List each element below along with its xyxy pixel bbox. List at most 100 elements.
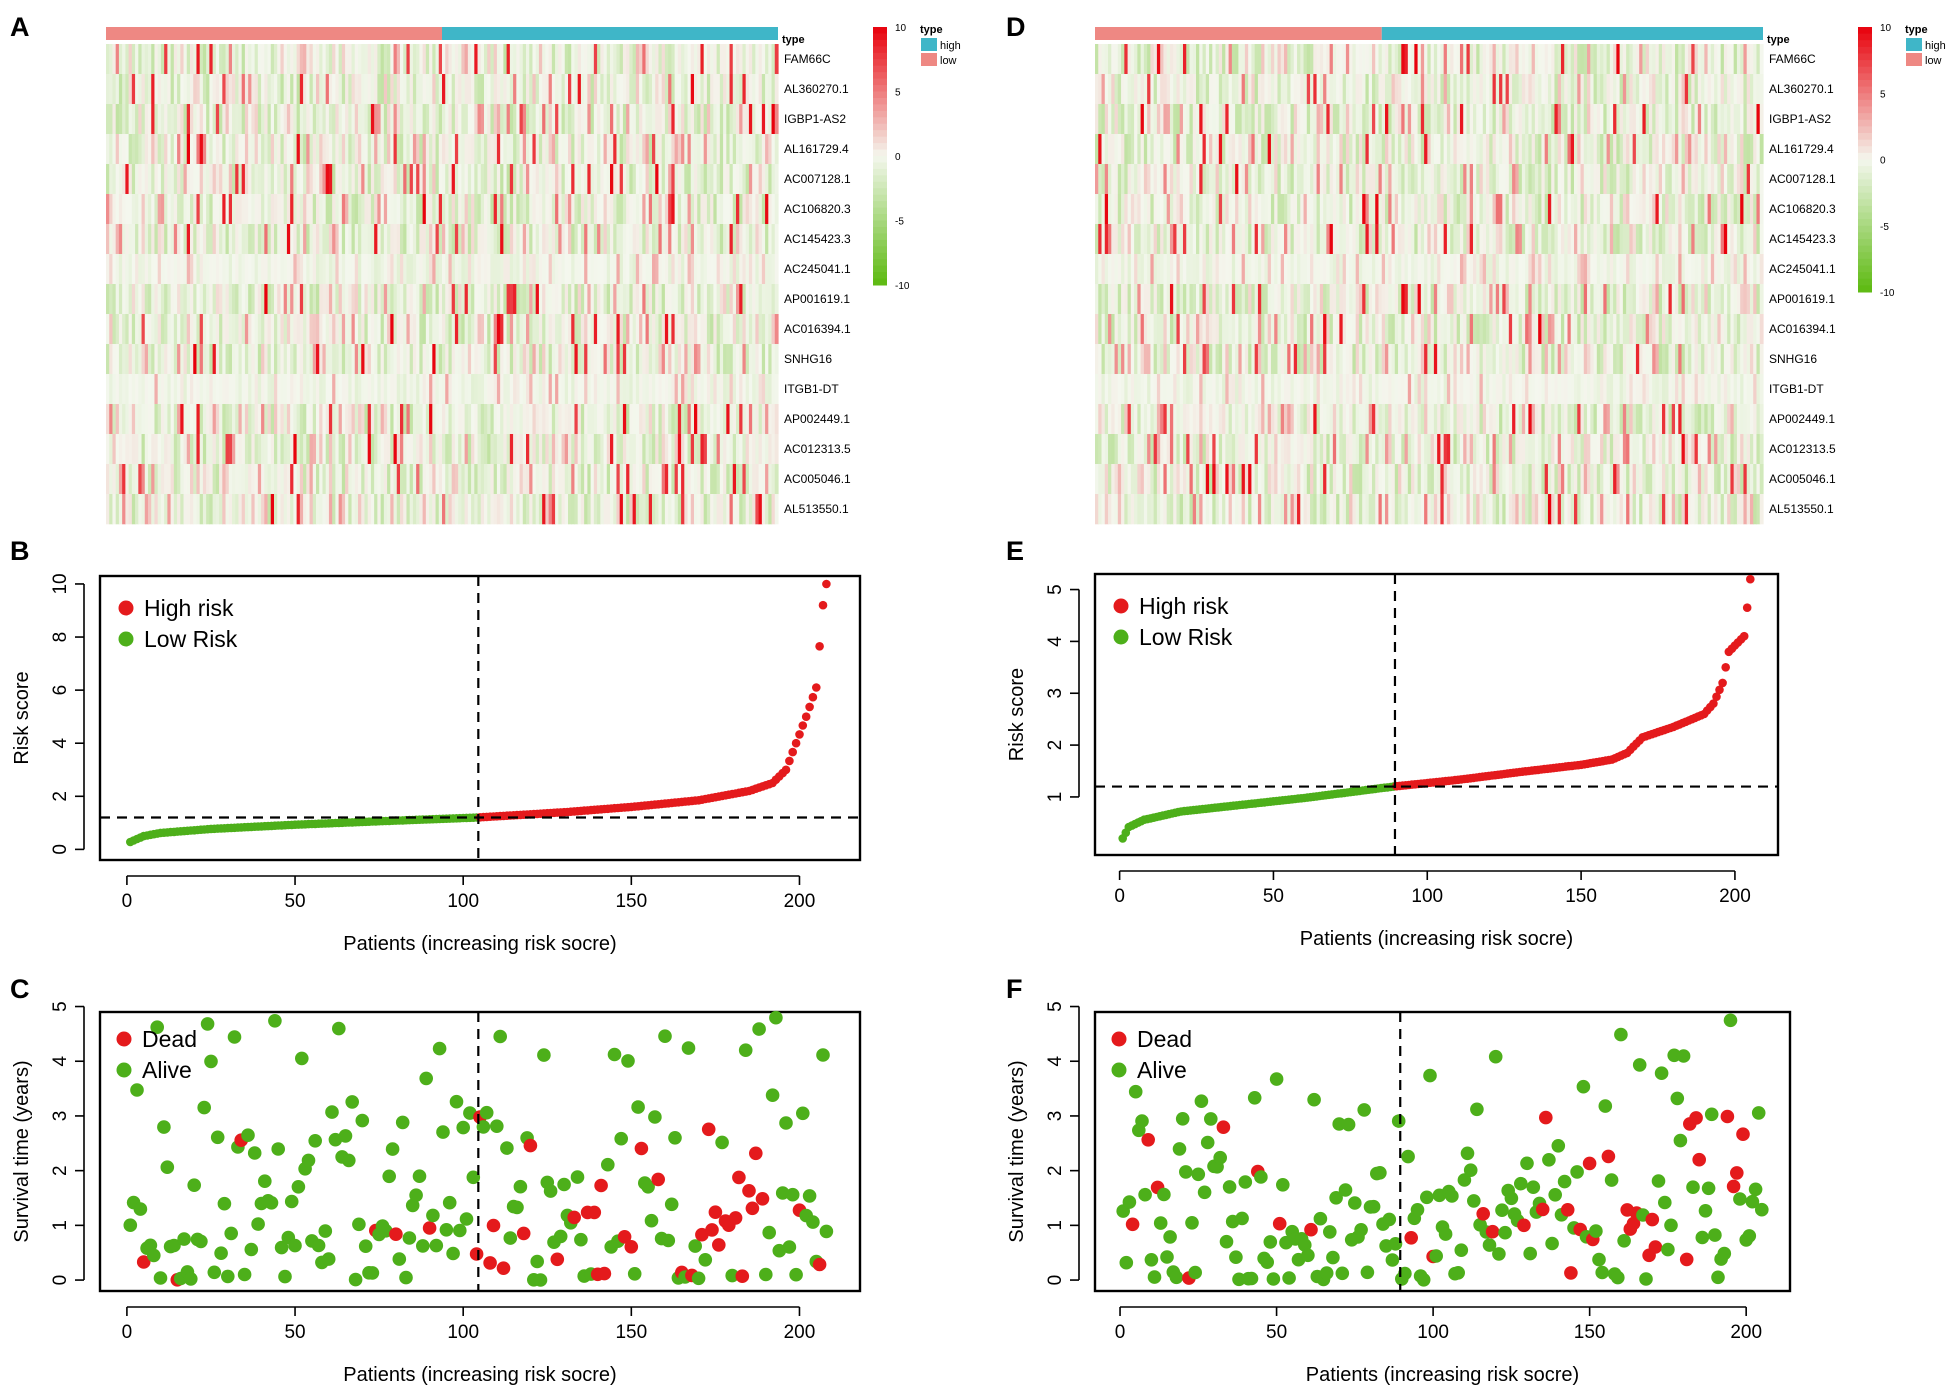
heatmap-cell (270, 134, 275, 165)
heatmap-cell (1661, 164, 1666, 195)
heatmap-cell (719, 404, 724, 435)
heatmap-cell (1688, 134, 1692, 165)
heatmap-cell (548, 224, 553, 255)
heatmap-cell (1189, 74, 1194, 105)
heatmap-cell (655, 284, 660, 315)
heatmap-cell (600, 494, 605, 525)
heatmap-cell (312, 434, 317, 465)
alive-point (456, 1120, 471, 1135)
heatmap-cell (416, 74, 420, 105)
heatmap-cell (1407, 104, 1412, 135)
heatmap-cell (251, 254, 256, 285)
heatmap-cell (364, 104, 369, 135)
heatmap-cell (400, 404, 404, 435)
heatmap-cell (671, 74, 676, 105)
heatmap-cell (377, 104, 382, 135)
heatmap-cell (471, 164, 475, 195)
heatmap-cell (496, 44, 501, 75)
heatmap-cell (632, 344, 637, 375)
heatmap-cell (322, 74, 327, 105)
heatmap-cell (416, 314, 420, 345)
heatmap-cell (661, 344, 666, 375)
heatmap-cell (626, 434, 630, 465)
heatmap-cell (1238, 134, 1243, 165)
heatmap-cell (248, 344, 252, 375)
heatmap-cell (1642, 104, 1647, 135)
heatmap-cell (677, 44, 682, 75)
heatmap-cell (739, 344, 744, 375)
heatmap-cell (387, 434, 391, 465)
heatmap-cell (755, 434, 760, 465)
heatmap-cell (758, 74, 763, 105)
heatmap-cell (713, 314, 718, 345)
heatmap-cell (461, 104, 466, 135)
heatmap-cell (115, 344, 120, 375)
heatmap-cell (1332, 164, 1337, 195)
heatmap-cell (771, 164, 776, 195)
heatmap-cell (664, 374, 669, 405)
heatmap-cell (713, 164, 718, 195)
heatmap-cell (610, 404, 614, 435)
heatmap-cell (1248, 134, 1253, 165)
heatmap-cell (248, 464, 252, 495)
heatmap-cell (144, 344, 149, 375)
heatmap-cell (503, 464, 508, 495)
heatmap-cell (1241, 194, 1246, 225)
alive-point (725, 1268, 739, 1283)
heatmap-cell (1740, 134, 1745, 165)
heatmap-cell (309, 44, 314, 75)
heatmap-cell (1313, 194, 1318, 225)
heatmap-cell (587, 224, 592, 255)
heatmap-cell (1381, 134, 1386, 165)
heatmap-cell (1472, 44, 1477, 75)
heatmap-cell (616, 254, 621, 285)
heatmap-cell (590, 284, 595, 315)
heatmap-cell (354, 104, 359, 135)
heatmap-cell (348, 284, 353, 315)
heatmap-cell (755, 404, 760, 435)
heatmap-cell (580, 164, 585, 195)
heatmap-cell (151, 194, 156, 225)
heatmap-cell (694, 374, 698, 405)
heatmap-cell (658, 284, 663, 315)
heatmap-cell (503, 104, 508, 135)
heatmap-cell (513, 464, 517, 495)
heatmap-cell (148, 194, 152, 225)
heatmap-cell (328, 284, 333, 315)
heatmap-cell (193, 44, 198, 75)
heatmap-cell (1124, 44, 1129, 75)
heatmap-cell (306, 344, 311, 375)
heatmap-cell (303, 434, 307, 465)
heatmap-cell (1176, 44, 1181, 75)
heatmap-cell (1639, 44, 1644, 75)
heatmap-cell (639, 164, 643, 195)
heatmap-cell (183, 194, 188, 225)
heatmap-cell (645, 314, 650, 345)
heatmap-cell (454, 224, 459, 255)
heatmap-cell (748, 314, 753, 345)
heatmap-cell (1622, 104, 1627, 135)
heatmap-cell (1147, 104, 1151, 135)
heatmap-cell (306, 374, 311, 405)
heatmap-cell (1505, 104, 1510, 135)
alive-point (557, 1177, 571, 1192)
heatmap-cell (1658, 44, 1663, 75)
heatmap-cell (661, 194, 666, 225)
heatmap-cell (616, 44, 621, 75)
heatmap-cell (206, 314, 210, 345)
heatmap-cell (568, 404, 572, 435)
heatmap-cell (467, 284, 472, 315)
heatmap-cell (286, 74, 291, 105)
heatmap-cell (687, 134, 692, 165)
heatmap-cell (687, 74, 692, 105)
heatmap-cell (464, 374, 469, 405)
heatmap-cell (506, 374, 511, 405)
heatmap-cell (577, 44, 582, 75)
heatmap-cell (1492, 74, 1497, 105)
gene-label: AL513550.1 (784, 502, 849, 516)
heatmap-cell (1313, 104, 1318, 135)
heatmap-cell (306, 164, 311, 195)
heatmap-cell (151, 314, 156, 345)
heatmap-cell (235, 404, 240, 435)
heatmap-cell (1189, 194, 1194, 225)
